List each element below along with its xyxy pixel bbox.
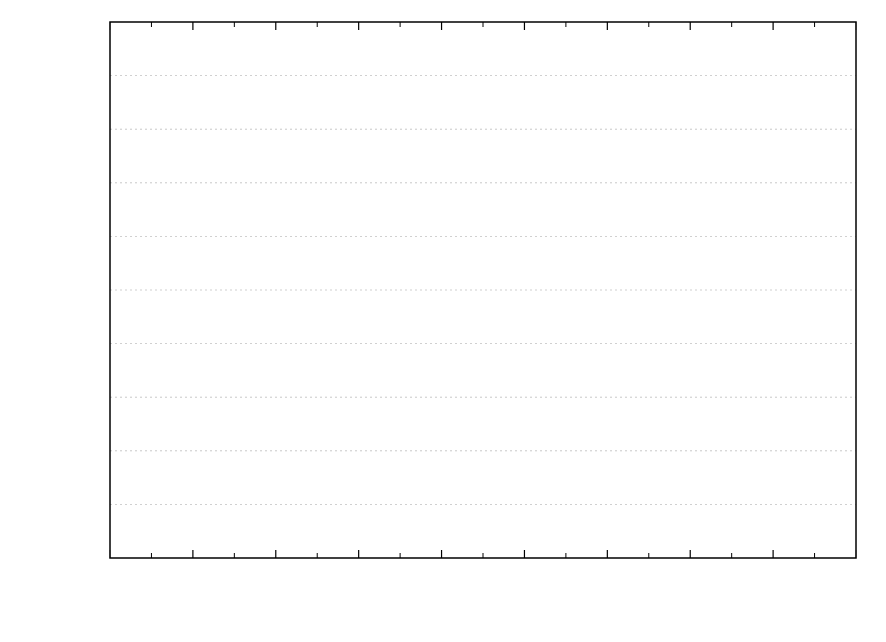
ocp-chart xyxy=(0,0,886,642)
chart-svg xyxy=(0,0,886,642)
